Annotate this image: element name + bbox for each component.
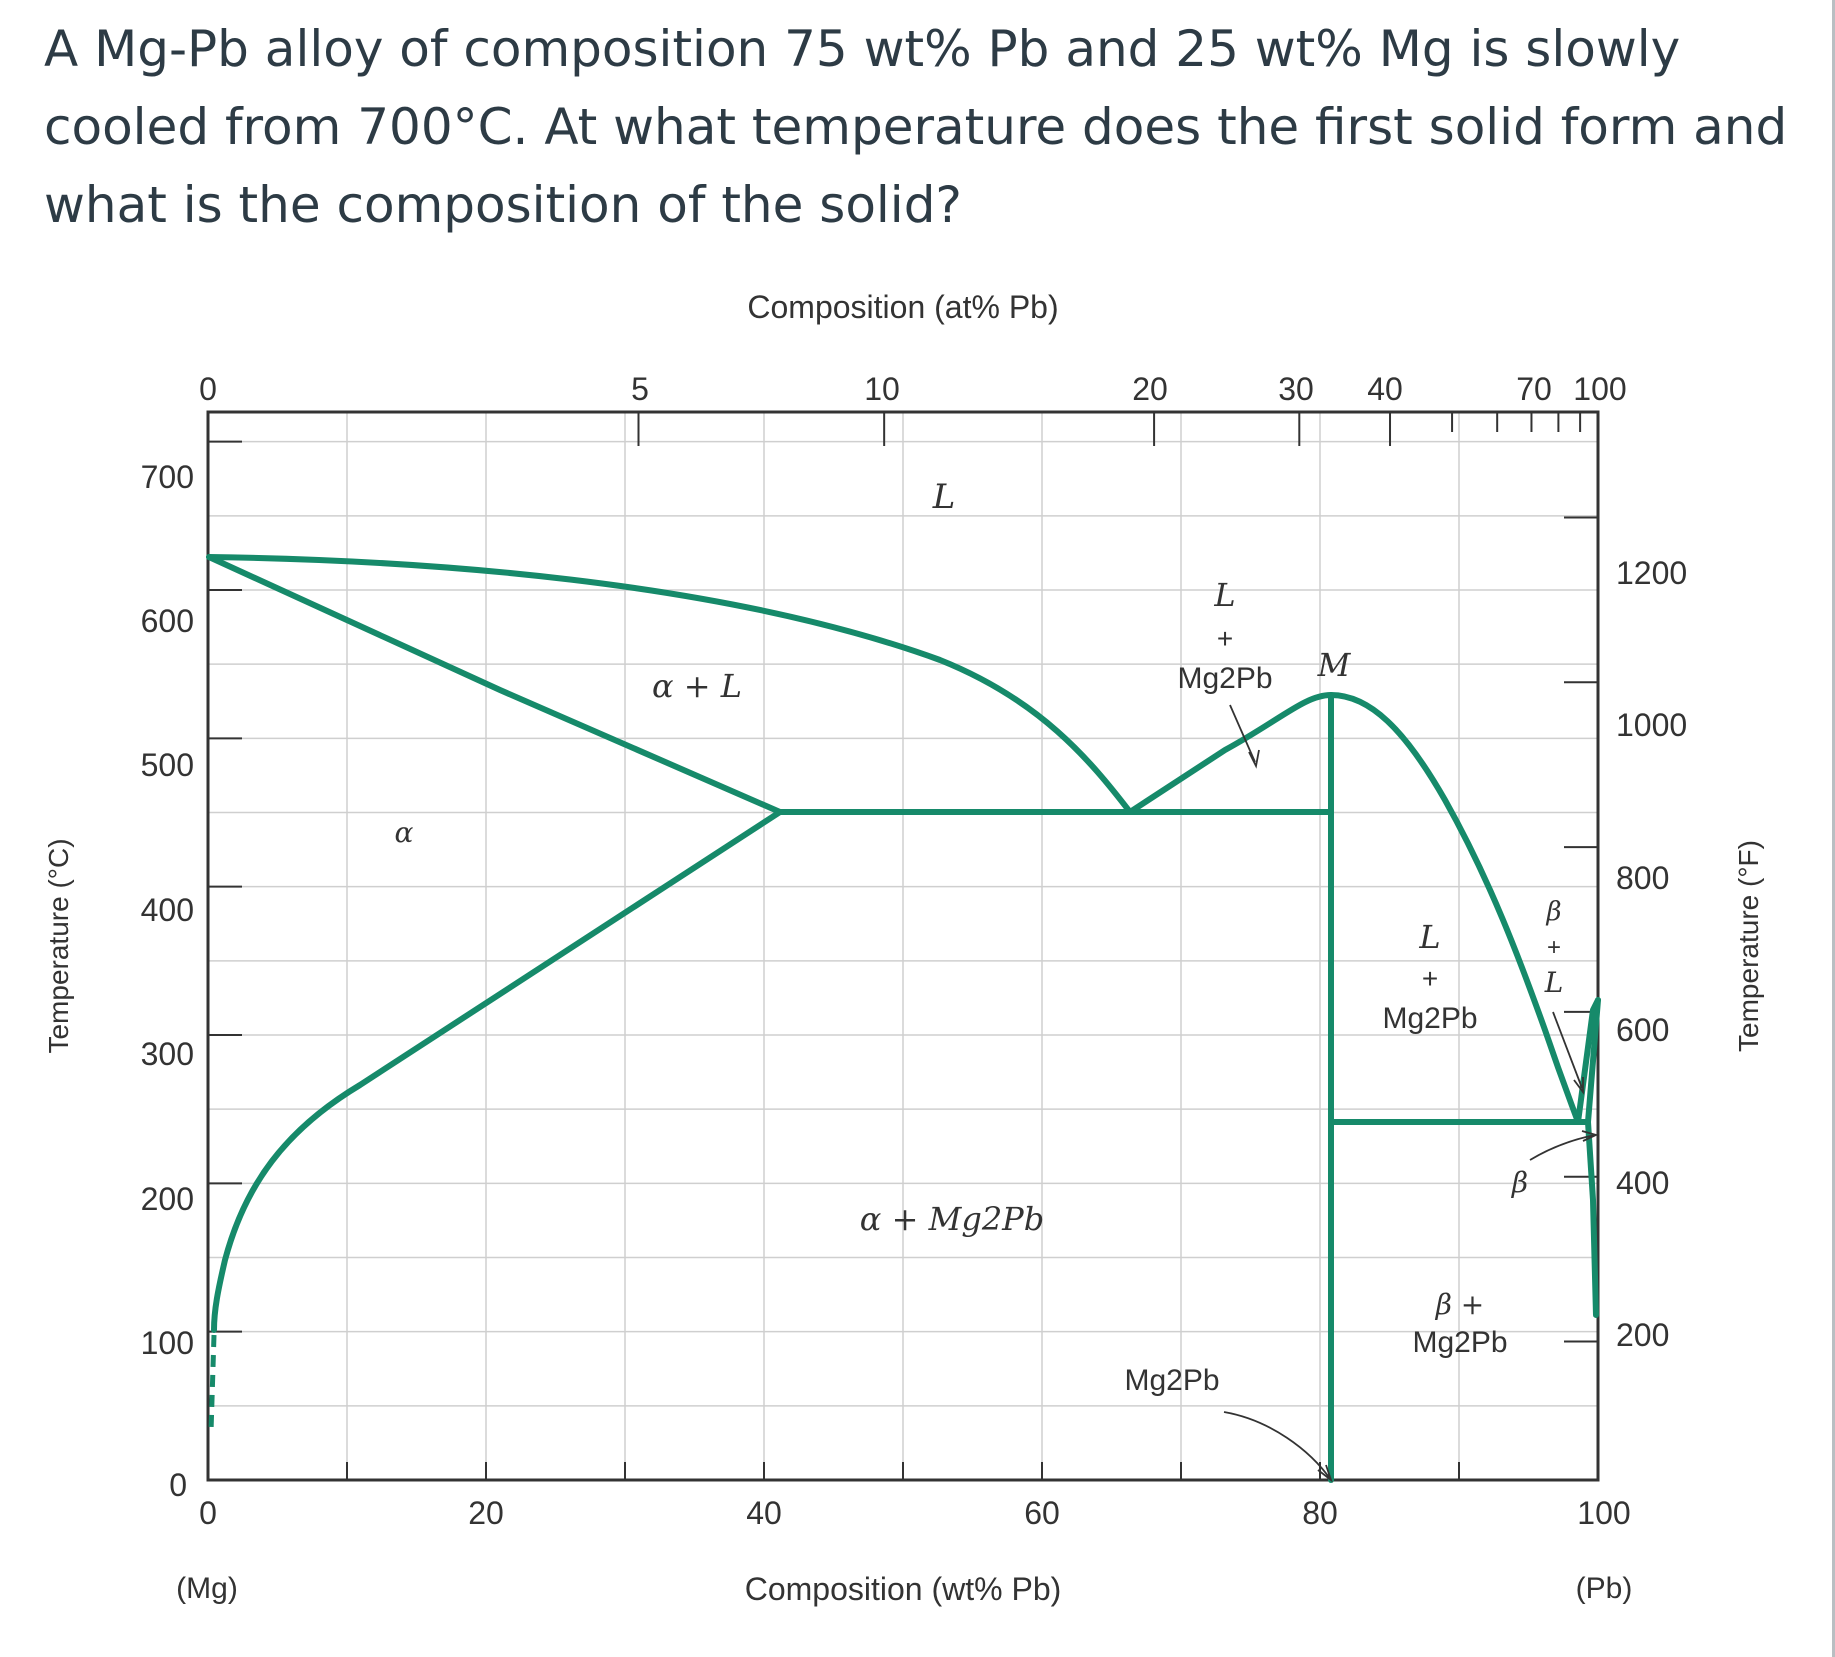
x-top-tick-label: 10 — [864, 371, 900, 407]
phase-boundaries — [206, 554, 1601, 1483]
x-top-tick-label: 30 — [1278, 371, 1314, 407]
question-line-2: cooled from 700°C. At what temperature d… — [44, 98, 1788, 156]
region-label-beta-plus: β + — [1435, 1288, 1485, 1321]
region-label-mg2pb: Mg2Pb — [1382, 1002, 1477, 1035]
x-top-tick-labels: 0 5 10 20 30 40 70 100 — [199, 371, 1627, 407]
y-left-tick-label: 700 — [141, 459, 194, 495]
y-left-tick-label: 0 — [169, 1467, 187, 1503]
liquidus-Mg2Pb-right — [1328, 692, 1581, 1125]
y-left-tick-labels: 0 100 200 300 400 500 600 700 — [141, 459, 194, 1503]
solidus-alpha — [206, 554, 783, 815]
y-left-axis-title: Temperature (°C) — [43, 838, 74, 1053]
congruent-point-label-M: M — [1317, 646, 1352, 684]
y-left-tick-label: 200 — [141, 1181, 194, 1217]
region-labels: L α + L α L + Mg2Pb M α + Mg2Pb L + Mg2P… — [395, 477, 1564, 1397]
solvus-beta — [1585, 1119, 1599, 1318]
x-bottom-axis-title: Composition (wt% Pb) — [745, 1571, 1062, 1607]
end-label-mg: (Mg) — [176, 1572, 238, 1605]
solvus-alpha-dashed — [208, 1334, 217, 1433]
axis-ticks — [208, 412, 1598, 1480]
question-line-3: what is the composition of the solid? — [44, 176, 962, 234]
region-label-liquid: L — [1544, 966, 1564, 999]
question-text: A Mg-Pb alloy of composition 75 wt% Pb a… — [44, 10, 1804, 244]
x-bottom-tick-label: 80 — [1302, 1495, 1338, 1531]
compound-label-mg2pb: Mg2Pb — [1124, 1364, 1219, 1397]
liquidus-left — [206, 554, 1133, 815]
region-label-plus: + — [1547, 934, 1561, 961]
arrow-L-Mg2Pb — [1229, 704, 1256, 763]
y-right-tick-label: 1200 — [1616, 555, 1687, 591]
end-label-pb: (Pb) — [1576, 1572, 1633, 1605]
y-left-tick-label: 100 — [141, 1325, 194, 1361]
y-right-axis-title: Temperature (°F) — [1733, 840, 1764, 1052]
y-right-tick-label: 600 — [1616, 1012, 1669, 1048]
x-top-tick-label: 0 — [199, 371, 217, 407]
y-right-tick-labels: 200 400 600 800 1000 1200 — [1616, 555, 1687, 1353]
region-label-plus: + — [1422, 963, 1438, 994]
region-label-mg2pb: Mg2Pb — [1412, 1326, 1507, 1359]
region-label-plus: + — [1217, 623, 1233, 654]
x-top-tick-label: 5 — [631, 371, 649, 407]
region-label-liquid: L — [1213, 576, 1235, 614]
arrow-beta — [1529, 1134, 1596, 1161]
y-left-tick-label: 600 — [141, 603, 194, 639]
arrow-Mg2Pb — [1223, 1411, 1332, 1481]
y-right-tick-label: 400 — [1616, 1165, 1669, 1201]
y-left-tick-label: 400 — [141, 892, 194, 928]
x-bottom-tick-label: 100 — [1577, 1495, 1630, 1531]
page-border — [1832, 0, 1835, 1657]
x-bottom-tick-labels: 0 20 40 60 80 100 — [199, 1495, 1631, 1531]
region-label-alpha-plus-mg2pb: α + Mg2Pb — [860, 1200, 1044, 1238]
y-left-tick-label: 500 — [141, 747, 194, 783]
solidus-beta — [1585, 997, 1601, 1125]
region-label-mg2pb: Mg2Pb — [1177, 662, 1272, 695]
y-right-tick-label: 1000 — [1616, 707, 1687, 743]
y-right-tick-label: 200 — [1616, 1317, 1669, 1353]
x-top-tick-label: 100 — [1573, 371, 1626, 407]
solvus-alpha — [211, 809, 783, 1333]
y-right-tick-label: 800 — [1616, 860, 1669, 896]
region-label-liquid: L — [932, 477, 956, 517]
x-bottom-tick-label: 20 — [468, 1495, 504, 1531]
region-label-alpha-plus-liquid: α + L — [652, 667, 742, 705]
grid — [208, 412, 1598, 1480]
region-label-liquid: L — [1418, 918, 1440, 956]
x-bottom-tick-label: 0 — [199, 1495, 217, 1531]
region-label-alpha: α — [395, 816, 414, 849]
liquidus-Mg2Pb-left — [1127, 692, 1334, 815]
region-label-beta: β — [1511, 1166, 1528, 1199]
x-bottom-tick-label: 60 — [1024, 1495, 1060, 1531]
x-top-tick-label: 20 — [1132, 371, 1168, 407]
arrow-beta-L — [1552, 1011, 1583, 1089]
x-bottom-tick-label: 40 — [746, 1495, 782, 1531]
region-label-beta: β — [1545, 897, 1561, 927]
leader-arrows — [1223, 704, 1599, 1483]
x-top-tick-label: 70 — [1516, 371, 1552, 407]
y-left-tick-label: 300 — [141, 1036, 194, 1072]
x-top-tick-label: 40 — [1367, 371, 1403, 407]
question-line-1: A Mg-Pb alloy of composition 75 wt% Pb a… — [44, 20, 1681, 78]
x-top-axis-title: Composition (at% Pb) — [747, 289, 1058, 325]
